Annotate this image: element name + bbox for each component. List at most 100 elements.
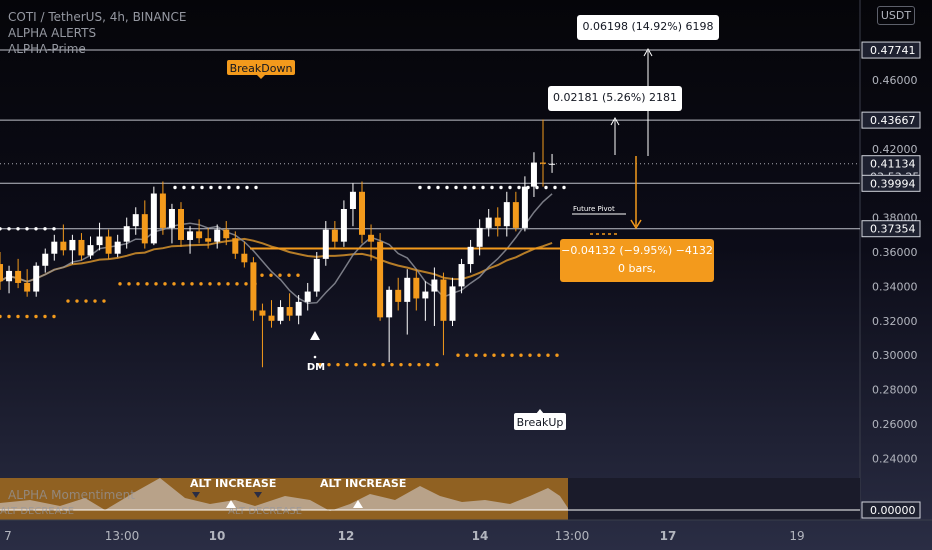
candle xyxy=(485,209,492,237)
indicator-alpha-alerts[interactable]: ALPHA ALERTS xyxy=(8,26,97,40)
momentum-up-marker xyxy=(353,500,363,508)
breakdown-label-text: BreakDown xyxy=(230,62,293,75)
candle-body xyxy=(87,245,94,256)
price-axis-tick-label: 0.36000 xyxy=(872,246,918,259)
candle xyxy=(42,248,49,273)
trailing-dot-orange xyxy=(66,299,70,303)
trailing-dot-white xyxy=(43,227,47,231)
candle xyxy=(268,300,275,328)
price-badge-043667: 0.43667 xyxy=(861,111,921,129)
trailing-dot-white xyxy=(454,185,458,190)
candle xyxy=(340,200,347,247)
trailing-dot-orange xyxy=(163,282,167,286)
candle xyxy=(60,224,67,256)
trailing-dot-white xyxy=(463,185,467,190)
momentum-area xyxy=(0,478,568,511)
trailing-dot-orange xyxy=(278,273,282,277)
candle xyxy=(422,281,429,321)
candle xyxy=(123,217,130,249)
trailing-dot-orange xyxy=(372,362,376,367)
trailing-dot-white xyxy=(16,227,20,231)
trailing-dot-white xyxy=(490,185,494,190)
momentum-down-marker xyxy=(254,492,262,498)
candle xyxy=(431,267,438,326)
alt-decrease-label: ALT DECREASE xyxy=(0,506,74,517)
candle xyxy=(395,277,402,311)
candle xyxy=(223,221,230,246)
trailing-dot-orange xyxy=(43,314,47,319)
candle-body xyxy=(322,229,329,259)
currency-button[interactable]: USDT xyxy=(877,6,915,25)
candle-body xyxy=(114,241,121,254)
candle xyxy=(51,234,58,261)
price-badge-037354: 0.37354 xyxy=(861,220,921,238)
trailing-dot-white xyxy=(499,185,503,190)
candle-body xyxy=(141,214,148,244)
candle-body xyxy=(268,315,275,321)
candle xyxy=(159,181,166,235)
trailing-dot-white xyxy=(254,185,258,190)
candle-body xyxy=(60,241,67,251)
price-badge-037354-text: 0.37354 xyxy=(870,223,916,236)
candle-body xyxy=(521,186,528,228)
candle xyxy=(331,221,338,249)
candle-body xyxy=(512,202,519,228)
candle xyxy=(168,203,175,244)
candle xyxy=(277,300,284,325)
price-badge-043667-bg xyxy=(861,111,921,129)
candle-body xyxy=(386,289,393,318)
trailing-dot-orange xyxy=(154,282,158,286)
trailing-dot-orange xyxy=(52,314,56,319)
trailing-dot-white xyxy=(427,185,431,190)
candle xyxy=(540,119,546,187)
price-axis-tick-label: 0.26000 xyxy=(872,418,918,431)
candle xyxy=(132,207,139,235)
indicator-alpha-prime[interactable]: ALPHA-Prime xyxy=(8,42,86,56)
candle-body xyxy=(6,270,13,282)
candle xyxy=(349,183,356,227)
candle xyxy=(105,229,112,259)
candle xyxy=(467,239,474,273)
breakup-label-bg xyxy=(514,413,566,430)
price-badge-037354-bg xyxy=(861,220,921,238)
trailing-dot-orange xyxy=(269,273,273,277)
trailing-dot-orange xyxy=(217,282,221,286)
time-axis-tick-label: 19 xyxy=(789,529,804,543)
candle xyxy=(78,233,85,261)
candle xyxy=(549,153,556,173)
trailing-dot-white xyxy=(508,185,512,190)
trailing-dot-white xyxy=(553,185,557,190)
trailing-dot-white xyxy=(481,185,485,190)
breakup-label-text: BreakUp xyxy=(517,416,564,429)
candle xyxy=(214,224,221,249)
candle-body xyxy=(413,277,420,299)
trailing-dot-orange xyxy=(136,282,140,286)
price-axis-tick-label: 0.32000 xyxy=(872,315,918,328)
trailing-dot-orange xyxy=(537,353,541,357)
measure-box-up-large-bg xyxy=(577,15,719,40)
trailing-dot-white xyxy=(209,185,213,190)
trailing-dot-orange xyxy=(145,282,149,286)
candle xyxy=(313,252,320,297)
candle-body xyxy=(159,193,166,228)
trailing-dot-orange xyxy=(244,282,248,286)
alt-decrease-label: ALT DECREASE xyxy=(228,506,302,517)
breakdown-label-pointer xyxy=(257,75,265,79)
price-badge-047741: 0.47741 xyxy=(861,41,921,59)
measure-box-down: −0.04132 (−9.95%) −4132 0 bars, xyxy=(560,239,714,282)
candle-body xyxy=(467,246,474,265)
candle-body xyxy=(485,217,492,228)
measure-box-down-bg xyxy=(560,239,714,282)
trailing-dot-orange xyxy=(501,353,505,357)
candle xyxy=(69,234,76,265)
candle-body xyxy=(395,289,402,302)
time-axis-tick-label: 13:00 xyxy=(555,529,590,543)
momentum-panel: ALPHA Momentiment ALT INCREASE ALT INCREAS… xyxy=(0,477,860,520)
price-badge-039994-bg xyxy=(861,174,921,192)
measure-box-down-text: −0.04132 (−9.95%) −4132 xyxy=(561,244,713,257)
trailing-dot-orange xyxy=(84,299,88,303)
candle xyxy=(404,269,411,335)
trailing-dot-orange xyxy=(399,362,403,367)
trailing-dot-orange xyxy=(296,273,300,277)
